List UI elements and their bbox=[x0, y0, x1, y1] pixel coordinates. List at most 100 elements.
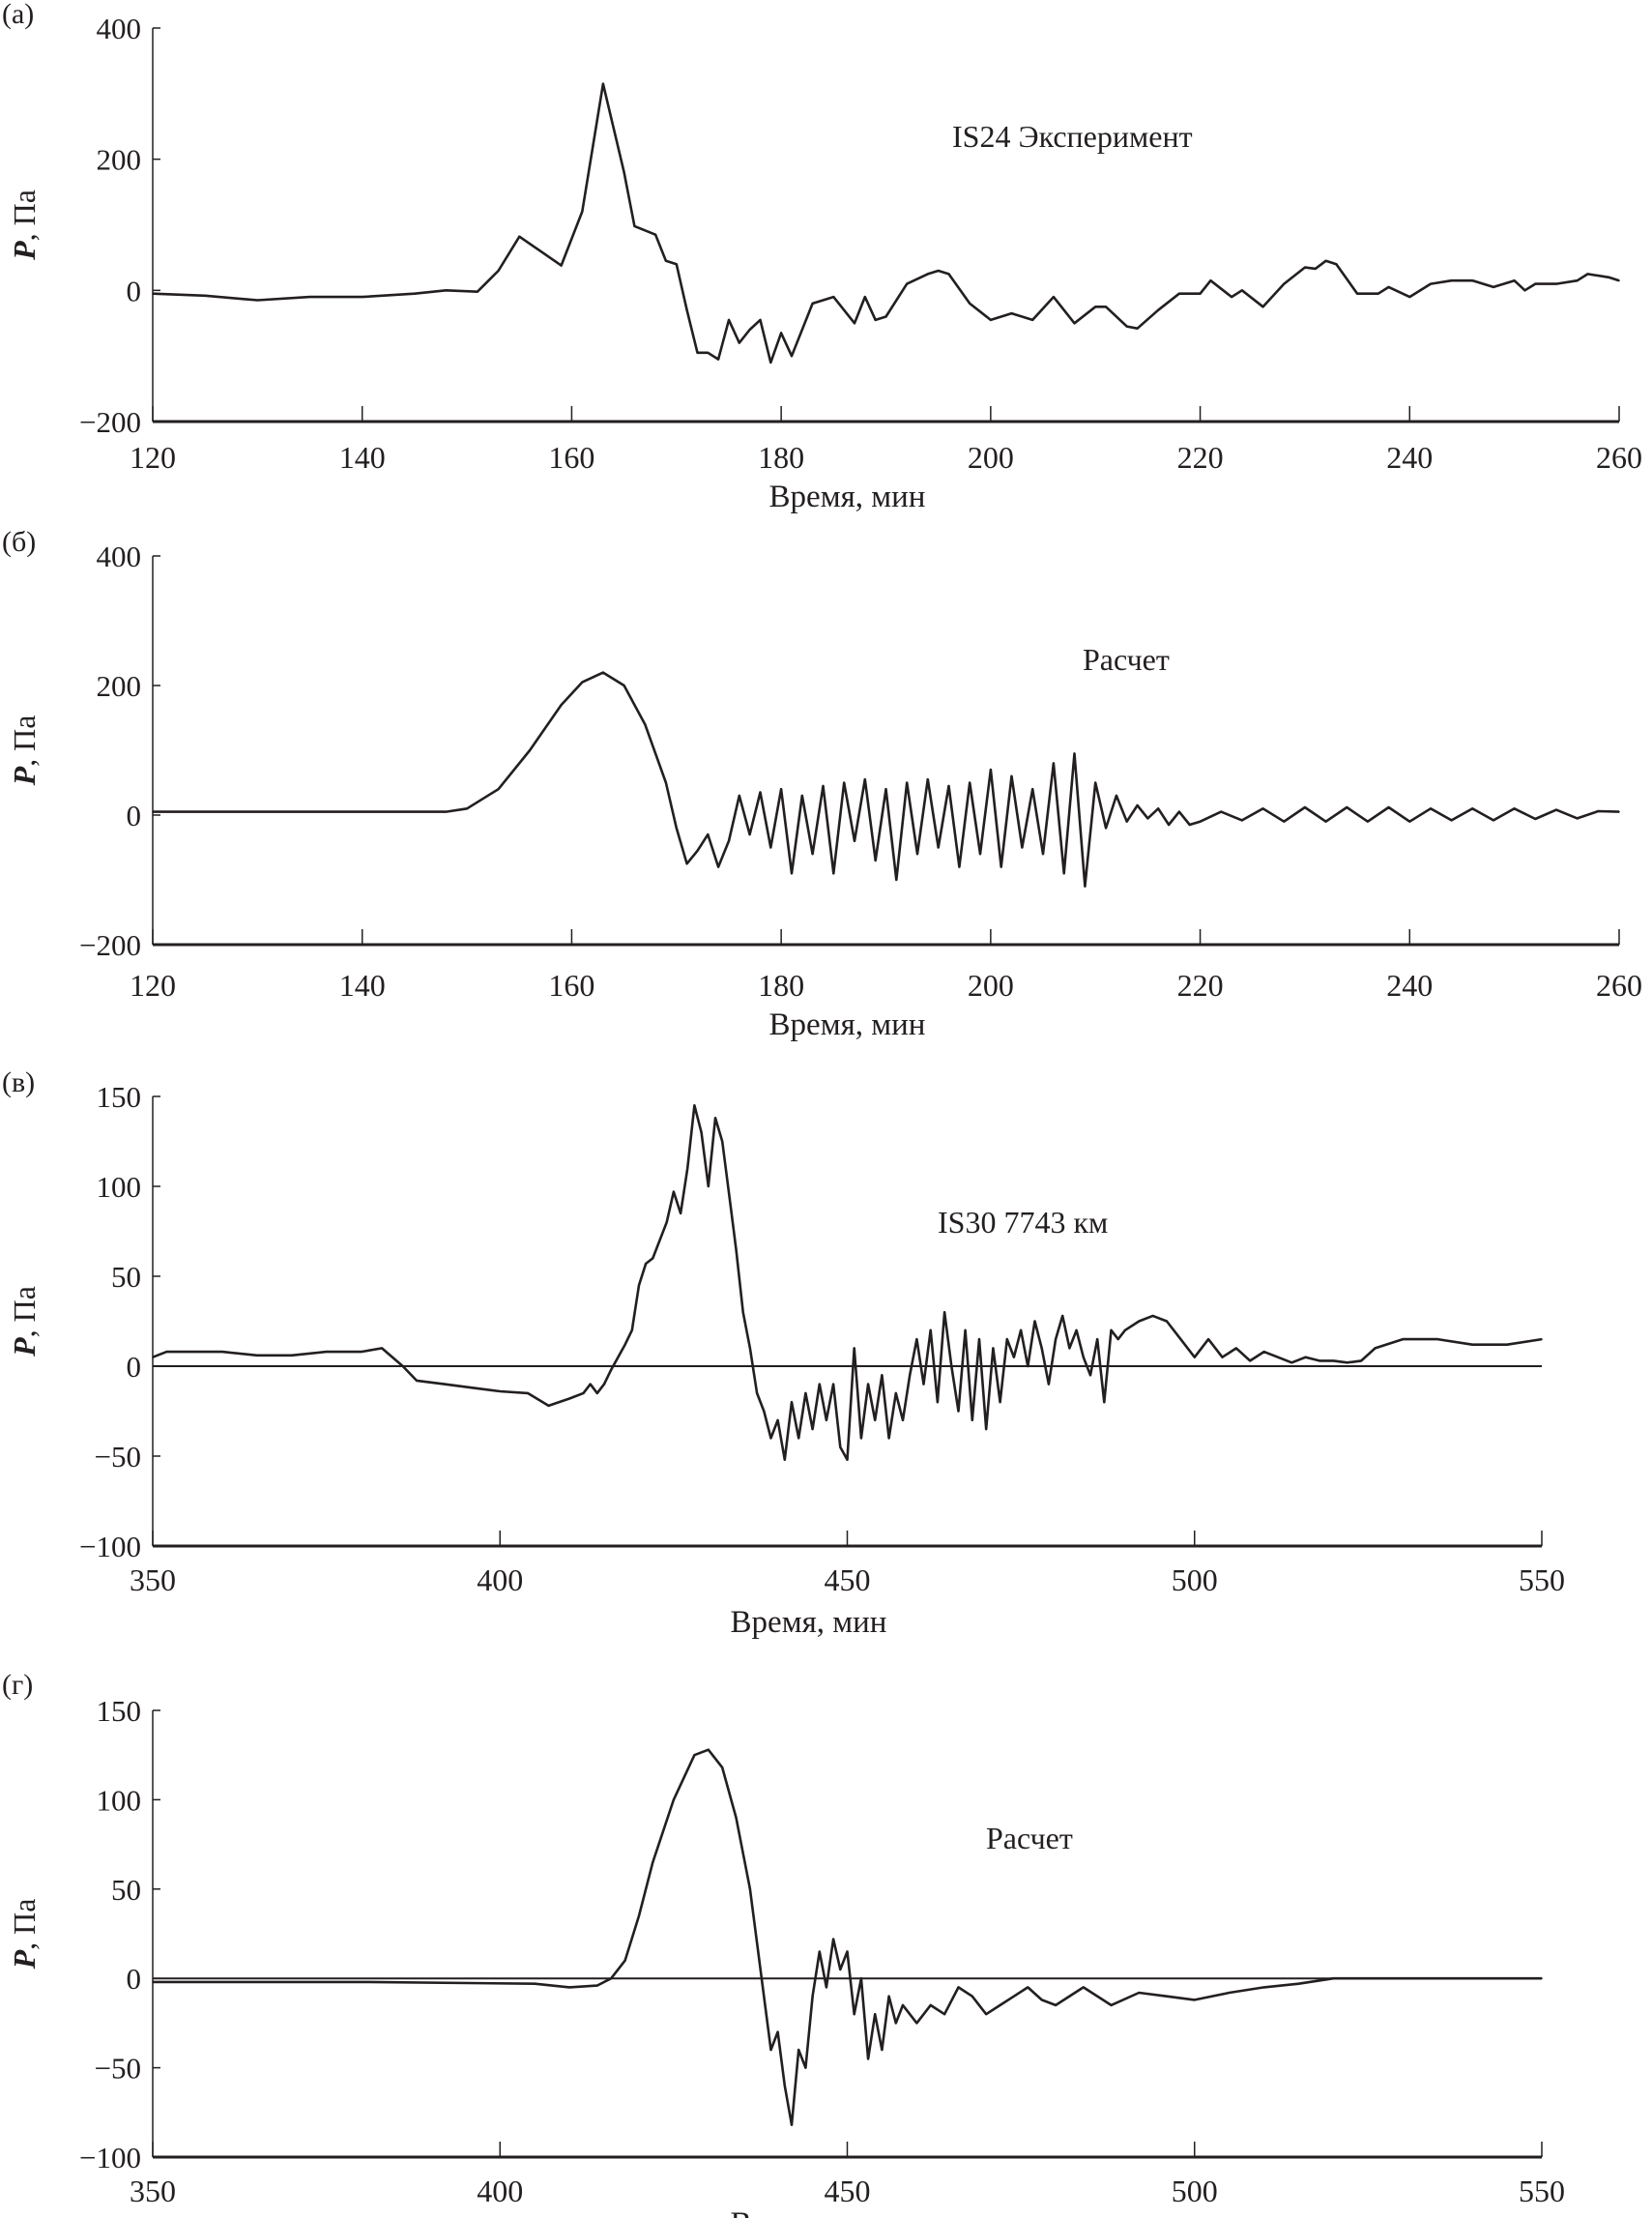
data-point bbox=[811, 853, 814, 855]
data-point bbox=[728, 1194, 731, 1197]
data-point bbox=[797, 1437, 800, 1440]
y-tick-label: −200 bbox=[79, 405, 141, 439]
data-point bbox=[685, 862, 688, 865]
data-point bbox=[1408, 296, 1411, 298]
data-point bbox=[1347, 1361, 1348, 1364]
data-point bbox=[675, 827, 678, 830]
data-point bbox=[748, 329, 751, 331]
data-point bbox=[1199, 292, 1202, 295]
y-tick-label: −50 bbox=[95, 1440, 141, 1474]
data-point bbox=[971, 1995, 973, 1998]
data-point bbox=[1188, 824, 1191, 826]
data-point bbox=[547, 1405, 550, 1407]
data-point bbox=[860, 1437, 862, 1440]
data-point bbox=[1618, 810, 1620, 813]
data-point bbox=[361, 810, 363, 813]
data-point bbox=[884, 788, 887, 790]
x-tick-label: 180 bbox=[758, 968, 804, 1003]
data-point bbox=[1608, 276, 1609, 278]
panel-4: −100 −50 0 50 100 150 350 400 450 500 550 Время, ми… bbox=[2, 1669, 1565, 2218]
data-point bbox=[693, 1754, 696, 1756]
data-point bbox=[739, 795, 740, 797]
data-point bbox=[717, 865, 719, 868]
data-point bbox=[1346, 806, 1348, 808]
data-point bbox=[152, 292, 154, 295]
y-axis-title: P, Па bbox=[7, 1899, 42, 1970]
data-point bbox=[1138, 1992, 1141, 1994]
data-point bbox=[1013, 1356, 1015, 1358]
data-point bbox=[853, 1347, 855, 1350]
data-point bbox=[922, 1383, 925, 1386]
data-point bbox=[1110, 2004, 1113, 2006]
data-point bbox=[846, 1950, 849, 1953]
data-point bbox=[1042, 853, 1044, 855]
data-point bbox=[1555, 808, 1557, 811]
data-point bbox=[990, 319, 992, 321]
data-point bbox=[784, 1458, 786, 1461]
y-tick-label: 150 bbox=[97, 1694, 142, 1728]
data-point bbox=[1471, 279, 1474, 281]
data-point bbox=[759, 319, 762, 321]
data-point bbox=[937, 846, 940, 849]
data-point bbox=[957, 1410, 960, 1413]
data-point bbox=[1178, 292, 1180, 295]
data-point bbox=[801, 795, 803, 797]
data-point bbox=[1314, 268, 1317, 270]
panel-label: (в) bbox=[2, 1066, 35, 1098]
data-point bbox=[152, 810, 154, 813]
data-point bbox=[763, 1995, 766, 1998]
data-point bbox=[1033, 1320, 1036, 1323]
data-point bbox=[915, 1338, 918, 1340]
data-point bbox=[943, 1311, 945, 1313]
data-point bbox=[887, 1437, 890, 1440]
data-point bbox=[832, 1938, 834, 1941]
data-point bbox=[1377, 292, 1379, 295]
data-point bbox=[152, 1981, 154, 1983]
data-point bbox=[1089, 1374, 1091, 1377]
data-point bbox=[256, 810, 259, 813]
data-point bbox=[654, 233, 656, 236]
data-point bbox=[401, 1365, 404, 1367]
data-point bbox=[534, 1982, 536, 1985]
data-point bbox=[1471, 807, 1474, 810]
data-point bbox=[990, 769, 992, 771]
data-point bbox=[1082, 1986, 1085, 1989]
data-point bbox=[308, 296, 311, 298]
data-point bbox=[707, 351, 710, 354]
data-point bbox=[361, 296, 363, 298]
data-point bbox=[497, 788, 500, 790]
data-point bbox=[1332, 1977, 1335, 1979]
data-point bbox=[947, 273, 950, 276]
data-point bbox=[826, 1419, 827, 1421]
series-line bbox=[152, 82, 1620, 365]
y-tick-label: 50 bbox=[111, 1873, 141, 1907]
data-point bbox=[256, 299, 259, 302]
data-point bbox=[714, 1117, 716, 1120]
data-point bbox=[1324, 820, 1327, 823]
data-point bbox=[1262, 1986, 1265, 1989]
data-point bbox=[909, 1374, 911, 1377]
data-point bbox=[589, 1383, 592, 1386]
y-tick-label: −200 bbox=[79, 928, 141, 962]
y-axis-title: P, Па bbox=[7, 190, 42, 261]
data-point bbox=[854, 840, 855, 842]
y-tick-label: 200 bbox=[97, 669, 142, 703]
y-tick-label: 200 bbox=[97, 143, 142, 177]
y-axis-title-symbol: P bbox=[7, 1337, 42, 1357]
x-tick-label: 120 bbox=[130, 968, 176, 1003]
data-point bbox=[791, 1401, 793, 1403]
data-point bbox=[1228, 1992, 1231, 1994]
data-point bbox=[749, 1888, 751, 1890]
data-point bbox=[769, 2049, 772, 2051]
data-point bbox=[1094, 306, 1097, 308]
data-point bbox=[644, 723, 647, 725]
data-point bbox=[414, 292, 416, 295]
x-tick-label: 220 bbox=[1177, 440, 1224, 475]
data-point bbox=[1146, 817, 1149, 820]
data-point bbox=[906, 282, 908, 285]
data-point bbox=[1450, 279, 1453, 281]
x-tick-label: 500 bbox=[1172, 1562, 1218, 1597]
data-point bbox=[1031, 319, 1033, 321]
data-point bbox=[1513, 807, 1516, 810]
y-tick-label: −50 bbox=[95, 2052, 141, 2086]
